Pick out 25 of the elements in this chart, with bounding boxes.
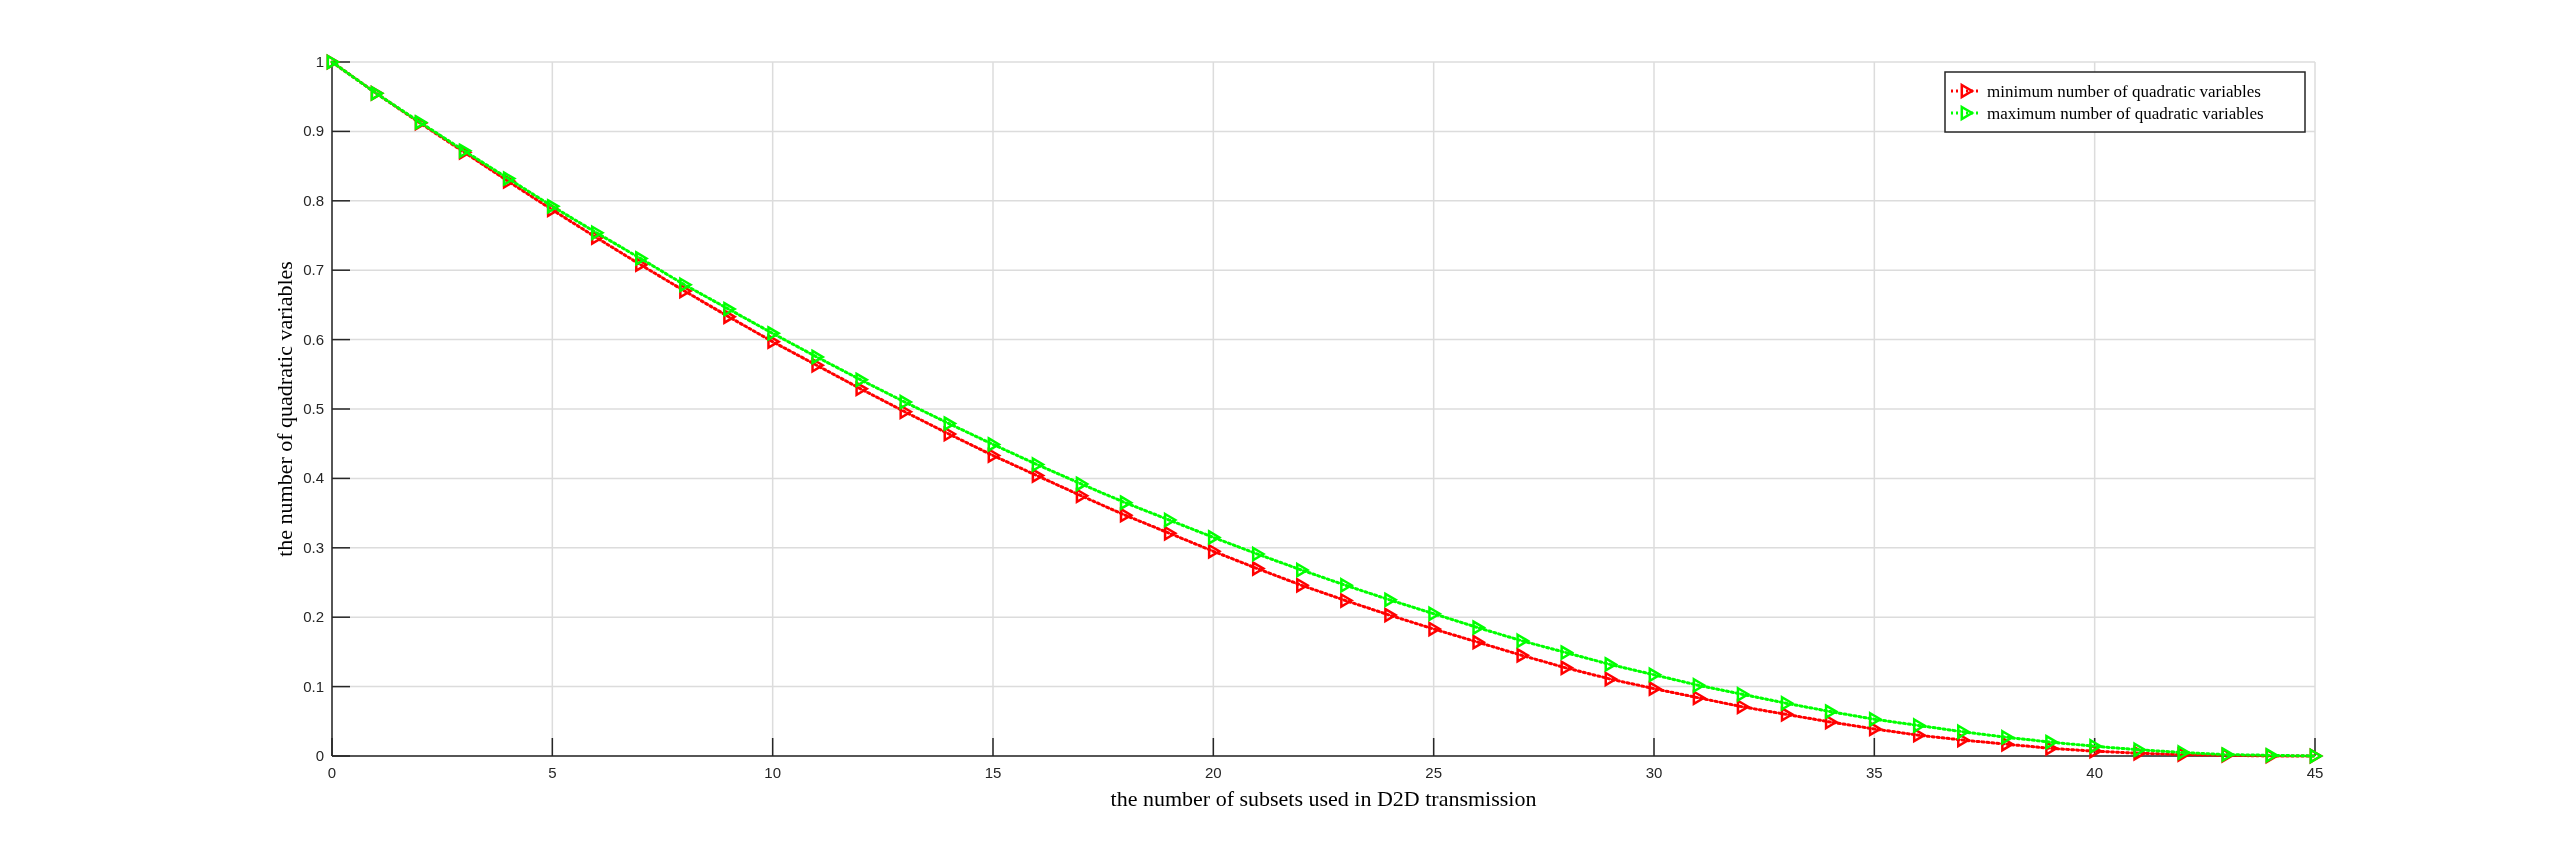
x-tick-label: 35 (1865, 764, 1883, 781)
x-axis-title: the number of subsets used in D2D transmission (1110, 786, 1537, 811)
y-tick-label: 0.6 (303, 330, 324, 348)
x-tick-label: 5 (548, 764, 557, 781)
y-tick-label: 0.5 (303, 400, 324, 417)
x-tick-label: 40 (2086, 764, 2104, 781)
y-axis-title: the number of quadratic variables (272, 261, 297, 557)
y-tick-label: 0.7 (303, 261, 324, 279)
y-tick-label: 0 (315, 747, 324, 764)
legend-label: maximum number of quadratic variables (1987, 104, 2264, 123)
x-tick-label: 15 (984, 764, 1002, 781)
y-tick-label: 0.2 (303, 608, 324, 626)
y-tick-label: 0.1 (303, 677, 324, 695)
y-tick-label: 0.8 (303, 191, 324, 209)
x-tick-label: 0 (327, 764, 337, 781)
y-tick-label: 0.4 (303, 469, 324, 487)
x-tick-label: 30 (1645, 764, 1663, 781)
y-tick-label: 0.3 (303, 538, 324, 556)
x-tick-label: 10 (764, 764, 782, 781)
x-tick-label: 25 (1425, 764, 1443, 781)
x-tick-label: 45 (2306, 764, 2324, 781)
legend-label: minimum number of quadratic variables (1987, 82, 2261, 101)
y-tick-label: 1 (315, 53, 324, 70)
y-tick-label: 0.9 (303, 122, 324, 140)
x-tick-label: 20 (1204, 764, 1222, 781)
